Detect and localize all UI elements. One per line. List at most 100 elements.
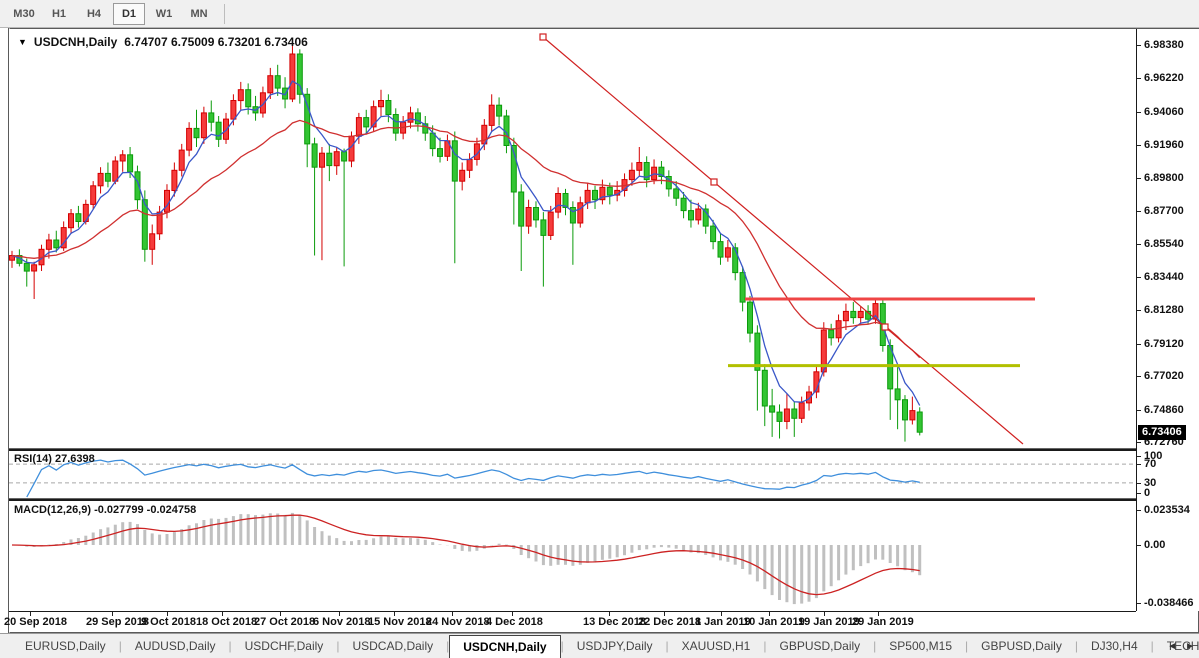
macd-axis-label: 0.00 [1144, 539, 1166, 551]
date-label: 29 Sep 2018 [86, 616, 149, 628]
date-tick [609, 612, 610, 616]
price-axis-label: 6.79120 [1144, 337, 1184, 350]
timeframe-button-H1[interactable]: H1 [51, 7, 67, 20]
axis-tick [1137, 442, 1141, 444]
date-tick [280, 612, 281, 616]
date-label: 1 Jan 2019 [695, 616, 751, 628]
tab-scroll-left-icon[interactable]: ◄ [1167, 641, 1178, 652]
chart-tab-SP500-M15[interactable]: SP500,M15 [889, 639, 953, 653]
timeframe-toolbar: M30 H1 H4 D1 W1 MN [0, 0, 1199, 28]
macd-panel-canvas[interactable] [9, 501, 1136, 611]
rsi-axis-label: 0 [1144, 487, 1151, 499]
price-axis-label: 6.94060 [1144, 105, 1184, 118]
axis-tick [1137, 510, 1141, 511]
axis-tick [1137, 603, 1141, 604]
price-axis-label: 6.83440 [1144, 270, 1184, 283]
axis-tick [1137, 343, 1141, 345]
chart-tab-XAUUSD-H1[interactable]: XAUUSD,H1 [681, 639, 751, 653]
chart-tab-EURUSD-Daily[interactable]: EURUSD,Daily [25, 639, 106, 653]
panel-splitter[interactable] [9, 448, 1199, 451]
date-tick [339, 612, 340, 616]
chart-tabs: EURUSD,Daily | AUDUSD,Daily | USDCHF,Daily | U… [12, 634, 1199, 658]
date-label: 15 Nov 2018 [368, 616, 432, 628]
date-label: 27 Oct 2018 [254, 616, 316, 628]
tab-separator: | [873, 639, 877, 653]
axis-tick [1137, 111, 1141, 113]
chart-tab-USDCHF-Daily[interactable]: USDCHF,Daily [244, 639, 324, 653]
tab-scroll-right-icon[interactable]: ► [1185, 641, 1195, 652]
axis-tick [1137, 45, 1141, 46]
chart-tab-DJ30-H4[interactable]: DJ30,H4 [1090, 639, 1138, 653]
chart-tab-USDCAD-Daily[interactable]: USDCAD,Daily [352, 639, 434, 653]
timeframe-button-H4[interactable]: H4 [86, 7, 102, 20]
chart-dropdown-icon[interactable]: ▼ [18, 37, 27, 47]
date-tick [878, 612, 879, 616]
price-axis-label: 6.89800 [1144, 172, 1184, 185]
date-label: 13 Dec 2018 [583, 616, 646, 628]
axis-tick [1137, 178, 1141, 180]
date-tick [112, 612, 113, 616]
date-tick [512, 612, 513, 616]
date-tick [452, 612, 453, 616]
current-price-tag: 6.73406 [1138, 425, 1186, 441]
date-label: 18 Oct 2018 [196, 616, 258, 628]
timeframe-button-group: M30 H1 H4 D1 W1 MN [8, 2, 218, 25]
date-tick [167, 612, 168, 616]
tab-separator: | [560, 639, 564, 653]
macd-indicator-label: MACD(12,26,9) -0.027799 -0.024758 [14, 504, 197, 516]
axis-tick [1137, 456, 1141, 457]
toolbar-divider [224, 3, 225, 24]
chart-tab-GBPUSD-Daily[interactable]: GBPUSD,Daily [981, 639, 1062, 653]
price-axis[interactable]: 6.73406 6.98380 6.96220 6.94060 6.91960 6.89… [1136, 29, 1199, 611]
date-tick [721, 612, 722, 616]
macd-axis-label: 0.023534 [1144, 504, 1190, 516]
tab-separator: | [336, 639, 340, 653]
chart-tab-bar: EURUSD,Daily | AUDUSD,Daily | USDCHF,Daily | U… [0, 633, 1199, 658]
date-label: 10 Jan 2019 [743, 616, 805, 628]
rsi-axis-label: 70 [1144, 458, 1157, 471]
timeframe-button-M30[interactable]: M30 [13, 7, 35, 20]
price-axis-label: 6.96220 [1144, 72, 1184, 85]
tab-separator: | [228, 639, 232, 653]
chart-tab-GBPUSD-Daily[interactable]: GBPUSD,Daily [779, 639, 861, 653]
chart-tab-AUDUSD-Daily[interactable]: AUDUSD,Daily [134, 639, 216, 653]
axis-tick [1137, 310, 1141, 312]
tab-scroll-arrows: ◄ ► [1167, 634, 1195, 658]
axis-tick [1137, 482, 1141, 484]
timeframe-button-MN[interactable]: MN [190, 7, 208, 20]
axis-tick [1137, 276, 1141, 278]
timeframe-button-W1[interactable]: W1 [155, 7, 173, 20]
timeframe-button-D1[interactable]: D1 [113, 2, 145, 25]
chart-tab-TECH100-H1[interactable]: TECH100,H1 [1166, 639, 1199, 653]
price-axis-label: 6.91960 [1144, 138, 1184, 151]
axis-tick [1137, 545, 1141, 546]
tab-separator: | [1150, 639, 1154, 653]
price-axis-label: 6.85540 [1144, 238, 1184, 251]
date-label: 19 Jan 2019 [798, 616, 860, 628]
price-axis-label: 6.98380 [1144, 39, 1184, 51]
date-label: 24 Nov 2018 [426, 616, 490, 628]
tab-separator: | [446, 639, 450, 653]
date-tick [824, 612, 825, 616]
price-axis-label: 6.87700 [1144, 204, 1184, 217]
rsi-axis-label: 30 [1144, 476, 1157, 489]
rsi-panel-canvas[interactable] [9, 451, 1136, 498]
tab-separator: | [665, 639, 669, 653]
price-axis-label: 6.77020 [1144, 370, 1184, 383]
axis-tick [1137, 210, 1141, 212]
axis-tick [1137, 244, 1141, 246]
date-axis[interactable]: 20 Sep 2018 29 Sep 2018 9 Oct 2018 18 Oct 2… [4, 611, 1136, 632]
rsi-indicator-label: RSI(14) 27.6398 [14, 453, 95, 465]
axis-tick [1137, 409, 1141, 411]
date-label: 6 Nov 2018 [313, 616, 371, 628]
price-chart-canvas[interactable] [9, 29, 1136, 448]
tab-separator: | [965, 639, 969, 653]
tab-separator: | [1074, 639, 1078, 653]
tab-separator: | [763, 639, 767, 653]
chart-tab-USDCNH-Daily[interactable]: USDCNH,Daily [449, 635, 561, 658]
chart-tab-USDJPY-Daily[interactable]: USDJPY,Daily [576, 639, 653, 653]
panel-splitter[interactable] [9, 498, 1199, 501]
date-tick [222, 612, 223, 616]
date-label: 9 Oct 2018 [141, 616, 197, 628]
